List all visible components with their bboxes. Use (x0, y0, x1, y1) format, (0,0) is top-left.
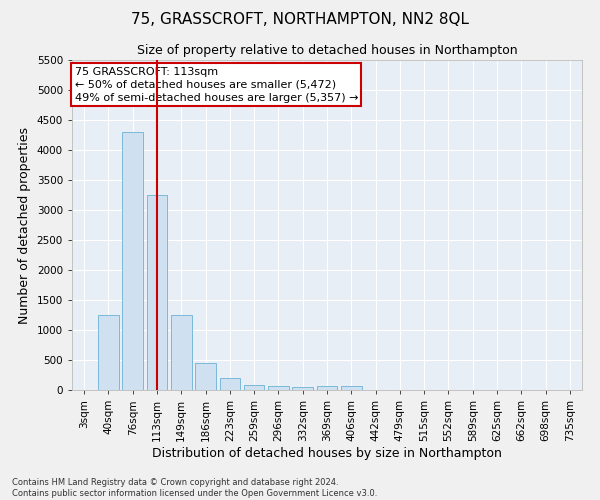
X-axis label: Distribution of detached houses by size in Northampton: Distribution of detached houses by size … (152, 446, 502, 460)
Bar (122, 132, 143, 390)
Text: 75 GRASSCROFT: 113sqm
← 50% of detached houses are smaller (5,472)
49% of semi-d: 75 GRASSCROFT: 113sqm ← 50% of detached … (74, 66, 358, 103)
Y-axis label: Number of detached properties: Number of detached properties (18, 126, 31, 324)
Title: Size of property relative to detached houses in Northampton: Size of property relative to detached ho… (137, 44, 517, 58)
Text: 75, GRASSCROFT, NORTHAMPTON, NN2 8QL: 75, GRASSCROFT, NORTHAMPTON, NN2 8QL (131, 12, 469, 28)
Bar (146, 195, 167, 390)
Bar (317, 386, 337, 390)
Bar (220, 378, 240, 390)
Bar (98, 315, 119, 390)
Bar (341, 386, 362, 390)
Text: Contains HM Land Registry data © Crown copyright and database right 2024.
Contai: Contains HM Land Registry data © Crown c… (12, 478, 377, 498)
Bar (171, 315, 191, 390)
Bar (292, 387, 313, 390)
Bar (244, 384, 265, 390)
Bar (195, 363, 216, 390)
Bar (268, 386, 289, 390)
